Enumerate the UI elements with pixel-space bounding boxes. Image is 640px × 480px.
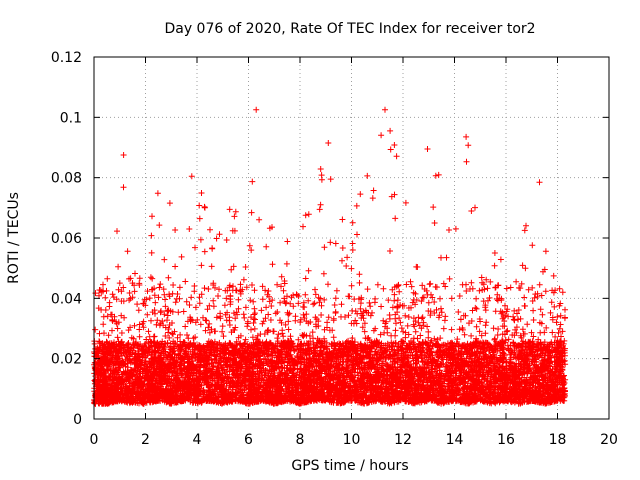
y-tick-labels: 0 0.02 0.04 0.06 0.08 0.1 0.12 <box>51 50 82 428</box>
grid-lines <box>94 57 609 419</box>
scatter-markers <box>91 106 569 407</box>
x-tick-label: 6 <box>244 432 253 448</box>
x-tick-label: 10 <box>343 432 361 448</box>
chart-title: Day 076 of 2020, Rate Of TEC Index for r… <box>164 21 535 37</box>
x-tick-label: 16 <box>497 432 515 448</box>
x-tick-label: 0 <box>90 432 99 448</box>
y-tick-label: 0 <box>73 412 82 428</box>
axis-ticks <box>93 56 610 420</box>
y-axis-title: ROTI / TECUs <box>6 192 22 284</box>
data-points <box>91 106 569 407</box>
y-tick-label: 0.02 <box>51 352 82 368</box>
x-tick-label: 2 <box>141 432 150 448</box>
x-tick-label: 14 <box>446 432 464 448</box>
x-tick-label: 18 <box>549 432 567 448</box>
y-tick-label: 0.04 <box>51 291 82 307</box>
x-tick-label: 12 <box>394 432 412 448</box>
x-tick-label: 20 <box>600 432 618 448</box>
y-tick-label: 0.12 <box>51 50 82 66</box>
y-tick-label: 0.06 <box>51 231 82 247</box>
x-tick-labels: 0 2 4 6 8 10 12 14 16 18 20 <box>90 432 618 448</box>
y-tick-label: 0.08 <box>51 171 82 187</box>
x-tick-label: 4 <box>193 432 202 448</box>
y-tick-label: 0.1 <box>60 110 82 126</box>
x-axis-title: GPS time / hours <box>291 458 408 474</box>
x-tick-label: 8 <box>296 432 305 448</box>
